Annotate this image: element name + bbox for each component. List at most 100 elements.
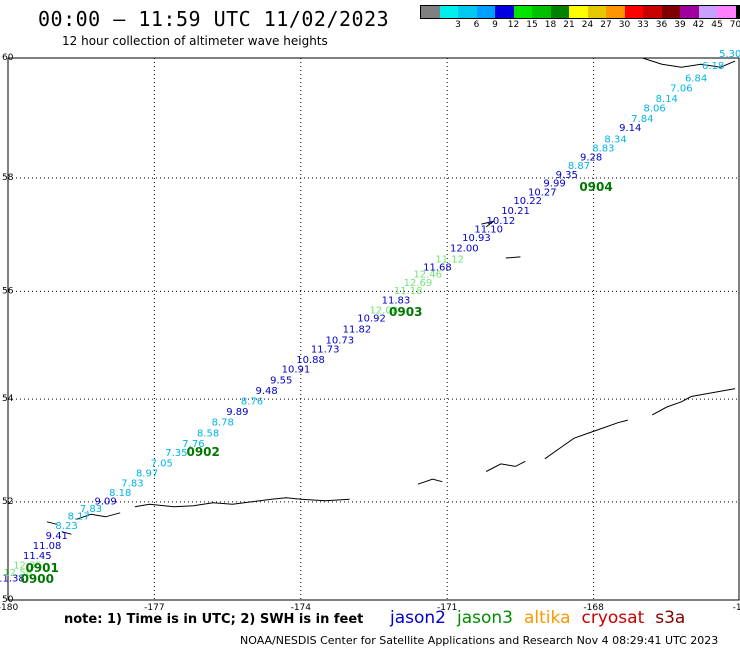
swh-label: 11.68 [423, 262, 452, 273]
satellite-cryosat: cryosat [581, 608, 645, 628]
swh-label: 7.05 [151, 458, 173, 469]
coastline [544, 419, 628, 460]
pass-time-label: 0903 [389, 305, 422, 319]
legend-swatch [735, 6, 740, 18]
swh-label: 8.17 [68, 511, 90, 522]
swh-label: 12.08 [369, 305, 398, 316]
swh-label: 8.34 [604, 135, 626, 146]
swh-label: 11.83 [382, 296, 411, 307]
swh-label: 10.22 [513, 196, 542, 207]
swh-label: 11.18 [394, 286, 423, 297]
x-tick-label: -177 [144, 603, 164, 613]
swh-label: 9.14 [619, 123, 641, 134]
legend-swatch [439, 6, 458, 18]
satellite-s3a: s3a [655, 608, 686, 628]
swh-label: 9.48 [256, 386, 278, 397]
y-tick-label: 56 [2, 286, 14, 296]
swh-label: 10.27 [528, 187, 557, 198]
swh-label: 7.76 [182, 439, 204, 450]
swh-label: 11.12 [435, 255, 464, 266]
chart-title: 00:00 – 11:59 UTC 11/02/2023 [38, 7, 390, 31]
legend-swatch [680, 6, 699, 18]
pass-time-label: 0901 [25, 561, 58, 575]
swh-label: 11.73 [311, 344, 340, 355]
swh-label: 9.09 [94, 496, 116, 507]
swh-label: 8.87 [568, 161, 590, 172]
swh-label: 11.08 [33, 541, 62, 552]
swh-label: 8.78 [212, 417, 234, 428]
swh-label: 12.46 [413, 270, 442, 281]
x-tick-label: -168 [583, 603, 604, 613]
swh-label: 9.28 [580, 152, 602, 163]
coastline [46, 521, 57, 525]
swh-label: 8.18 [109, 488, 131, 499]
legend-swatch [587, 6, 606, 18]
y-tick-label: 60 [2, 53, 14, 63]
legend-swatch [532, 6, 551, 18]
legend-label: 27 [600, 20, 612, 30]
swh-label: 9.35 [556, 170, 578, 181]
swh-label: 8.83 [592, 144, 614, 155]
coastline [642, 57, 736, 68]
swh-label: 11.45 [23, 551, 52, 562]
legend-label: 33 [637, 20, 649, 30]
swh-label: 8.97 [136, 469, 158, 480]
satellite-altika: altika [524, 608, 571, 628]
legend-label: 24 [581, 20, 594, 30]
y-tick-label: 58 [2, 173, 14, 183]
legend-swatch [569, 6, 588, 18]
swh-label: 10.92 [357, 314, 386, 325]
legend-label: 39 [674, 20, 686, 30]
legend-label: 36 [655, 20, 668, 30]
legend-swatch [606, 6, 625, 18]
x-tick-label: -16 [733, 603, 740, 613]
swh-label: 7.06 [670, 84, 692, 95]
swh-label: 8.76 [241, 396, 263, 407]
swh-label: 7.83 [80, 504, 102, 515]
swh-label: 7.35 [165, 448, 187, 459]
coastline [76, 512, 121, 520]
legend-swatch [513, 6, 532, 18]
legend-swatch [698, 6, 717, 18]
legend-label: 15 [526, 20, 538, 30]
swh-label: 10.91 [282, 365, 311, 376]
coastline [417, 478, 443, 485]
legend-swatch [624, 6, 643, 18]
swh-label: 8.14 [656, 94, 678, 105]
swh-label: 10.21 [501, 206, 530, 217]
swh-label: 10.88 [296, 355, 325, 366]
swh-label: 6.84 [685, 73, 707, 84]
swh-label: 12.00 [450, 243, 479, 254]
swh-label: 6.18 [702, 61, 724, 72]
satellite-jason2: jason2 [390, 608, 446, 628]
pass-time-label: 0900 [21, 572, 54, 586]
coastline [481, 220, 494, 228]
satellite-jason3: jason3 [457, 608, 513, 628]
swh-label: 12.58 [3, 568, 32, 579]
swh-label: 10.12 [487, 216, 516, 227]
swh-label: 8.06 [643, 104, 665, 115]
satellite-legend: jason2 jason3 altika cryosat s3a [390, 608, 696, 628]
x-tick-label: -171 [437, 603, 457, 613]
footer-note: note: 1) Time is in UTC; 2) SWH is in fe… [64, 612, 364, 627]
legend-swatch [661, 6, 680, 18]
map-frame [7, 57, 740, 601]
swh-label: 10.93 [462, 233, 491, 244]
legend-label: 6 [473, 20, 480, 30]
swh-label: 8.23 [55, 521, 77, 532]
swh-label: 11.10 [474, 225, 503, 236]
swh-label: 12.69 [404, 278, 433, 289]
legend-label: 70 [729, 20, 740, 30]
swh-label: 8.58 [197, 429, 219, 440]
swh-label: 7.83 [121, 479, 143, 490]
coastline [61, 531, 72, 535]
y-tick-label: 50 [2, 595, 14, 605]
legend-swatches [420, 5, 740, 19]
legend-label: 3 [455, 20, 461, 30]
swh-label: 5.30 [719, 49, 740, 60]
y-tick-label: 52 [2, 497, 13, 507]
y-tick-label: 54 [2, 394, 14, 404]
swh-label: 7.84 [631, 114, 653, 125]
